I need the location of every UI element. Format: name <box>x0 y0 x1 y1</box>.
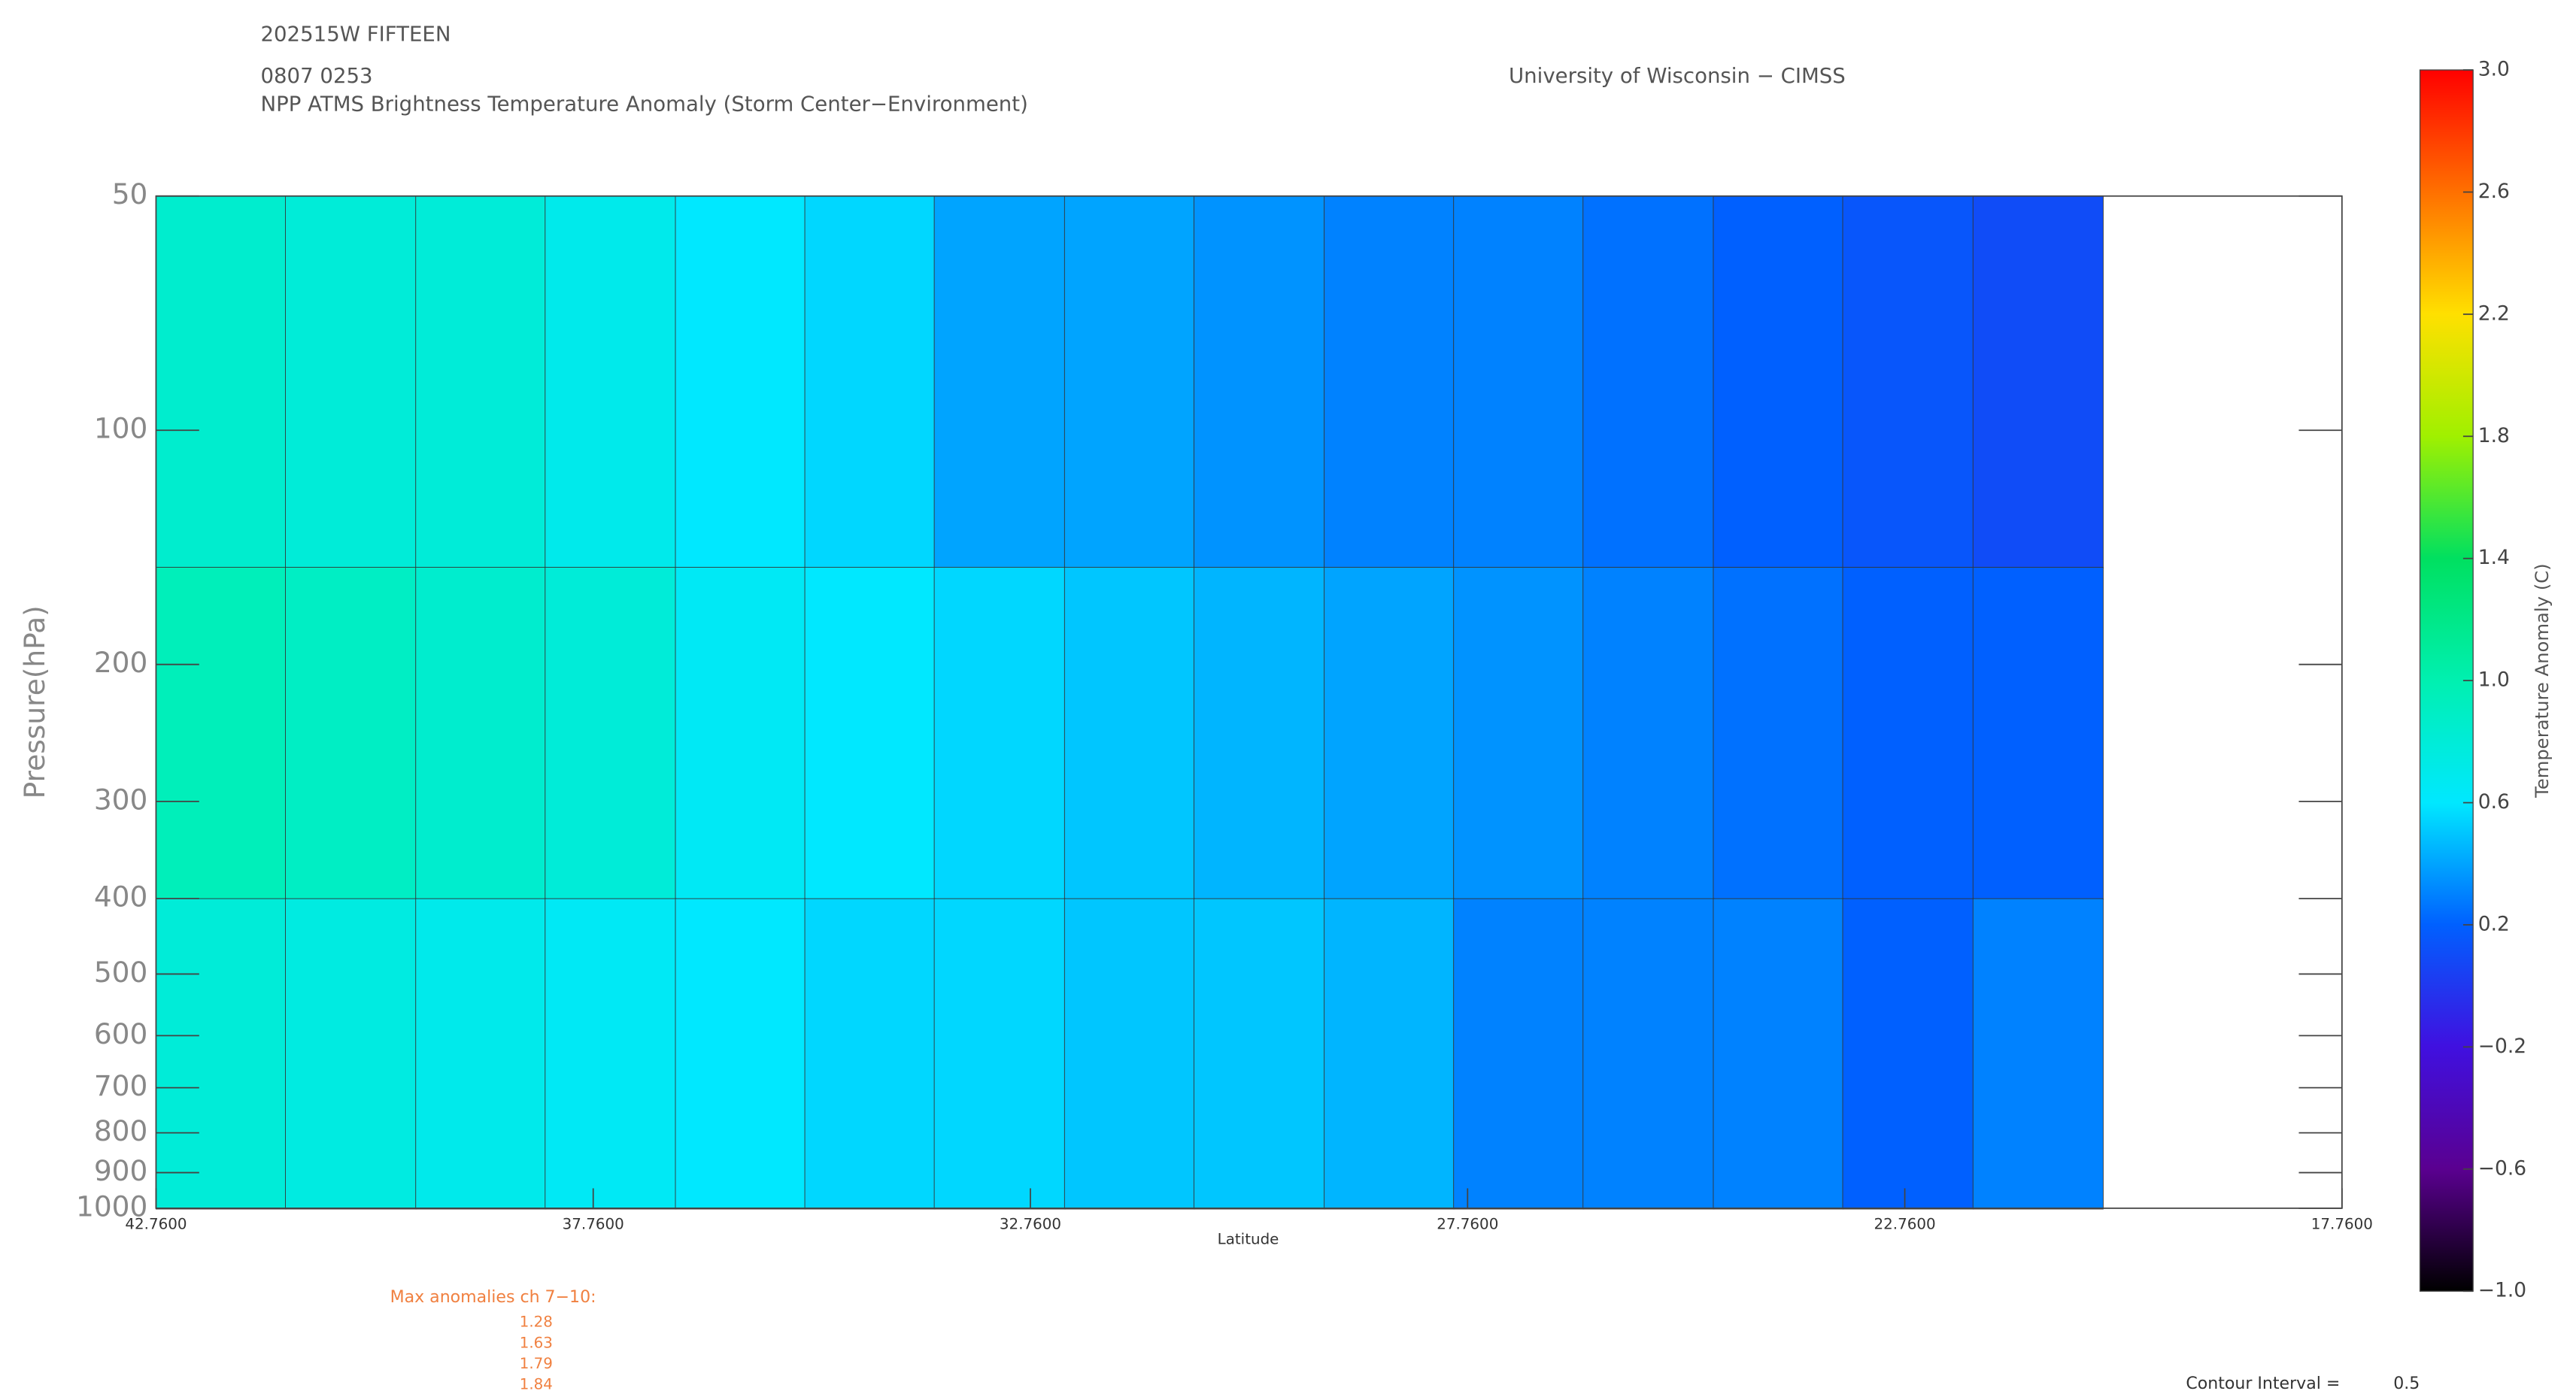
colorbar-tick-label: 1.0 <box>2478 668 2510 692</box>
y-tick-label: 300 <box>94 783 148 816</box>
max-title: Max anomalies ch 7−10: <box>390 1288 596 1307</box>
colorbar-tick-label: 2.6 <box>2478 180 2510 203</box>
field-cell <box>804 195 936 568</box>
field-cell <box>545 898 677 1210</box>
field-cell <box>1713 566 1844 900</box>
plot-frame <box>155 195 2343 1209</box>
field-cell <box>415 195 547 568</box>
x-tick-label: 42.7600 <box>125 1215 187 1232</box>
field-cell <box>156 195 287 568</box>
colorbar-tick-label: −0.2 <box>2478 1035 2526 1058</box>
field-cell <box>1972 898 2104 1210</box>
field-cell <box>1453 898 1585 1210</box>
field-cell <box>1063 898 1195 1210</box>
field-cell <box>545 566 677 900</box>
colorbar-label: Temperature Anomaly (C) <box>2531 563 2553 798</box>
field-cell <box>1193 195 1326 568</box>
field-cell <box>1453 195 1585 568</box>
date: 0807 0253 <box>260 63 372 88</box>
x-label: Latitude <box>1218 1230 1279 1247</box>
colorbar-tick-label: 2.2 <box>2478 302 2510 325</box>
y-tick-label: 900 <box>94 1154 148 1187</box>
field-cell <box>1324 566 1455 900</box>
y-tick-label: 1000 <box>76 1189 147 1223</box>
y-tick-label: 200 <box>94 646 148 679</box>
field-cell <box>1713 898 1844 1210</box>
max-value: 1.84 <box>520 1375 553 1391</box>
max-value: 1.28 <box>520 1314 553 1331</box>
field-cell <box>285 195 417 568</box>
x-tick-label: 32.7600 <box>1000 1215 1061 1232</box>
field-cell <box>545 195 677 568</box>
storm-id: 202515W FIFTEEN <box>260 22 451 47</box>
field-cell <box>156 898 287 1210</box>
colorbar-tick-label: 0.6 <box>2478 790 2510 814</box>
chart-title: NPP ATMS Brightness Temperature Anomaly … <box>260 91 1027 116</box>
x-tick-label: 37.7600 <box>563 1215 624 1232</box>
x-tick-label: 17.7600 <box>2311 1215 2373 1232</box>
field-cell <box>1842 195 1974 568</box>
field-cell <box>285 566 417 900</box>
field-cell <box>1842 566 1974 900</box>
field-cell <box>933 566 1066 900</box>
y-tick-label: 400 <box>94 880 148 914</box>
field-cell <box>933 898 1066 1210</box>
colorbar-tick-label: −1.0 <box>2478 1279 2526 1302</box>
interval-label: Contour Interval = <box>2186 1374 2340 1391</box>
field-cell <box>1582 566 1715 900</box>
field-cell <box>156 566 287 900</box>
field-cell <box>1324 195 1455 568</box>
field-cell <box>1842 898 1974 1210</box>
x-tick-label: 22.7600 <box>1874 1215 1935 1232</box>
colorbar-tick-label: 1.4 <box>2478 546 2510 569</box>
colorbar-tick-label: −0.6 <box>2478 1156 2526 1180</box>
field-cell <box>1193 898 1326 1210</box>
field-cell <box>1063 195 1195 568</box>
field-cell <box>1713 195 1844 568</box>
field-cell <box>804 898 936 1210</box>
field-cell <box>1972 195 2104 568</box>
source: University of Wisconsin − CIMSS <box>1509 63 1846 88</box>
field-cell <box>285 898 417 1210</box>
y-tick-label: 800 <box>94 1114 148 1147</box>
field-cell <box>1453 566 1585 900</box>
max-value: 1.79 <box>520 1355 553 1372</box>
y-tick-label: 700 <box>94 1069 148 1102</box>
field-cell <box>1063 566 1195 900</box>
field-cell <box>1193 566 1326 900</box>
field-cell <box>1324 898 1455 1210</box>
field-cell <box>415 898 547 1210</box>
colorbar-tick-label: 1.8 <box>2478 424 2510 447</box>
field-cell <box>675 898 806 1210</box>
field-cell <box>1972 566 2104 900</box>
field-cell <box>675 566 806 900</box>
field-cell <box>415 566 547 900</box>
y-tick-label: 50 <box>112 177 148 211</box>
x-tick-label: 27.7600 <box>1437 1215 1498 1232</box>
field-cell <box>1582 195 1715 568</box>
y-label: Pressure(hPa) <box>18 605 51 799</box>
field-cell <box>804 566 936 900</box>
interval: 0.5 <box>2393 1374 2420 1391</box>
colorbar-tick-label: 3.0 <box>2478 58 2510 81</box>
y-tick-label: 500 <box>94 956 148 989</box>
max-value: 1.63 <box>520 1334 553 1351</box>
field-cell <box>675 195 806 568</box>
field-cell <box>933 195 1066 568</box>
y-tick-label: 600 <box>94 1017 148 1050</box>
y-tick-label: 100 <box>94 412 148 445</box>
colorbar-tick-label: 0.2 <box>2478 912 2510 935</box>
field-cell <box>1582 898 1715 1210</box>
